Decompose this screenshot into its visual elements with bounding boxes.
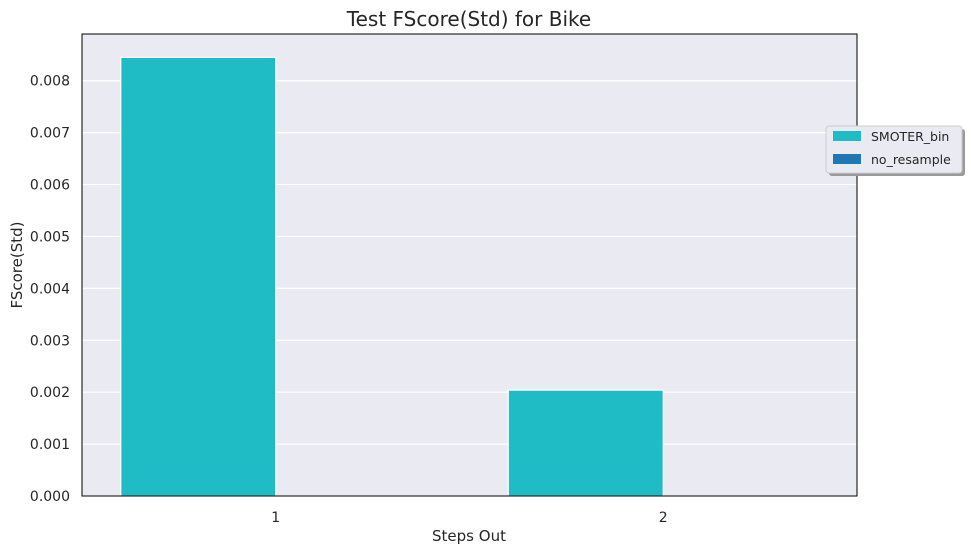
- y-tick-label: 0.001: [30, 437, 70, 453]
- bar-smoter-bin-2: [507, 389, 664, 497]
- y-tick-label: 0.000: [30, 489, 70, 505]
- x-axis-label: Steps Out: [432, 527, 506, 545]
- y-tick-labels: 0.000 0.001 0.002 0.003 0.004 0.005 0.006 0.007…: [30, 74, 70, 505]
- x-tick-label: 1: [271, 510, 280, 526]
- bar-smoter-bin-1: [120, 56, 277, 497]
- legend-label-no-resample: no_resample: [871, 152, 951, 167]
- y-tick-label: 0.006: [30, 178, 70, 194]
- y-tick-label: 0.008: [30, 74, 70, 90]
- y-tick-label: 0.002: [30, 385, 70, 401]
- chart-title: Test FScore(Std) for Bike: [346, 7, 591, 31]
- legend-swatch-no-resample: [833, 154, 861, 164]
- y-tick-label: 0.004: [30, 281, 70, 297]
- legend-swatch-smoter-bin: [833, 131, 861, 141]
- legend-label-smoter-bin: SMOTER_bin: [871, 129, 949, 144]
- x-tick-label: 2: [659, 510, 668, 526]
- bars: [120, 56, 664, 497]
- plot-frame: [81, 33, 858, 497]
- y-tick-label: 0.007: [30, 126, 70, 142]
- legend: SMOTER_bin no_resample: [825, 125, 965, 176]
- y-tick-label: 0.003: [30, 333, 70, 349]
- y-tick-label: 0.005: [30, 229, 70, 245]
- y-axis-label: FScore(Std): [8, 221, 26, 308]
